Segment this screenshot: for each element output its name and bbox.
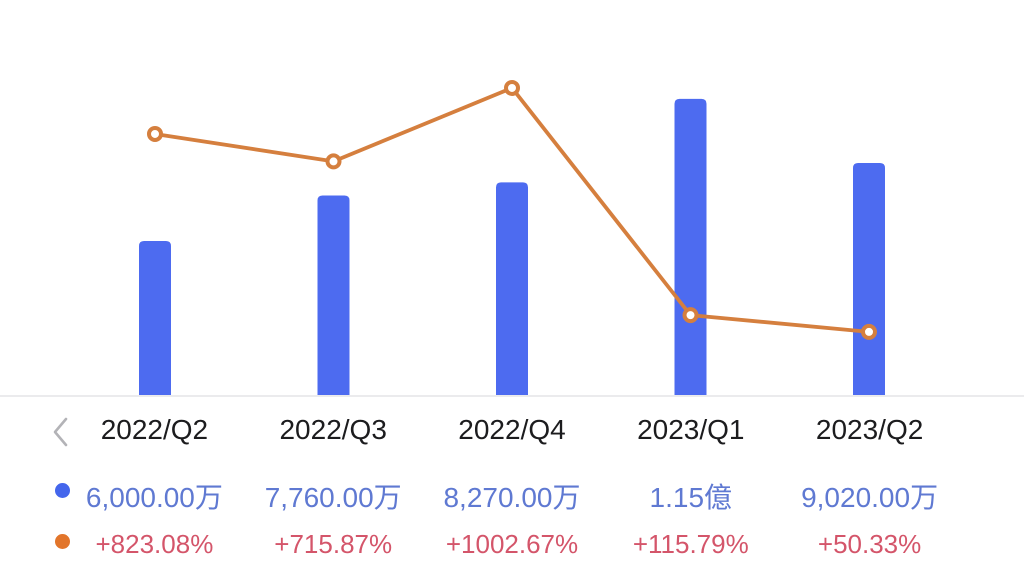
growth-line-marker-2022/Q4[interactable] bbox=[504, 79, 520, 96]
back-chevron-icon[interactable] bbox=[50, 416, 72, 448]
revenue-bar-2022/Q2[interactable] bbox=[139, 241, 171, 396]
line-series-dot-icon bbox=[55, 534, 70, 549]
revenue-value: 6,000.00万 bbox=[85, 482, 223, 513]
category-label[interactable]: 2022/Q2 bbox=[100, 414, 209, 445]
growth-pct: +50.33% bbox=[817, 529, 922, 559]
revenue-bar-2022/Q4[interactable] bbox=[496, 182, 528, 396]
category-label[interactable]: 2023/Q1 bbox=[637, 414, 745, 445]
divider bbox=[0, 395, 1024, 397]
revenue-bar-2023/Q1[interactable] bbox=[674, 98, 707, 396]
bar-series-dot-icon bbox=[55, 483, 70, 498]
growth-line-marker-2023/Q1[interactable] bbox=[682, 307, 699, 324]
revenue-bar-2022/Q3[interactable] bbox=[317, 195, 350, 396]
growth-line-marker-2023/Q2[interactable] bbox=[861, 323, 877, 340]
category-label[interactable]: 2022/Q4 bbox=[458, 414, 566, 445]
growth-pct: +1002.67% bbox=[445, 529, 579, 559]
revenue-value: 8,270.00万 bbox=[443, 482, 581, 513]
growth-line-marker-2022/Q2[interactable] bbox=[147, 125, 163, 142]
growth-pct-row: +823.08% +715.87% +1002.67% +115.79% +50… bbox=[65, 529, 959, 560]
growth-line-marker-2022/Q3[interactable] bbox=[325, 153, 342, 170]
category-label[interactable]: 2022/Q3 bbox=[279, 414, 387, 445]
revenue-value: 7,760.00万 bbox=[264, 482, 402, 513]
growth-pct: +823.08% bbox=[95, 529, 214, 559]
growth-pct: +115.79% bbox=[632, 529, 749, 559]
category-label[interactable]: 2023/Q2 bbox=[815, 414, 924, 445]
revenue-bar-2023/Q2[interactable] bbox=[853, 162, 885, 396]
revenue-value: 9,020.00万 bbox=[801, 482, 939, 513]
revenue-growth-chart bbox=[139, 79, 885, 396]
category-header-row: 2022/Q2 2022/Q3 2022/Q4 2023/Q1 2023/Q2 bbox=[65, 414, 959, 446]
growth-pct: +715.87% bbox=[274, 529, 393, 559]
revenue-value: 1.15億 bbox=[649, 482, 733, 513]
revenue-value-row: 6,000.00万 7,760.00万 8,270.00万 1.15億 9,02… bbox=[65, 476, 959, 516]
